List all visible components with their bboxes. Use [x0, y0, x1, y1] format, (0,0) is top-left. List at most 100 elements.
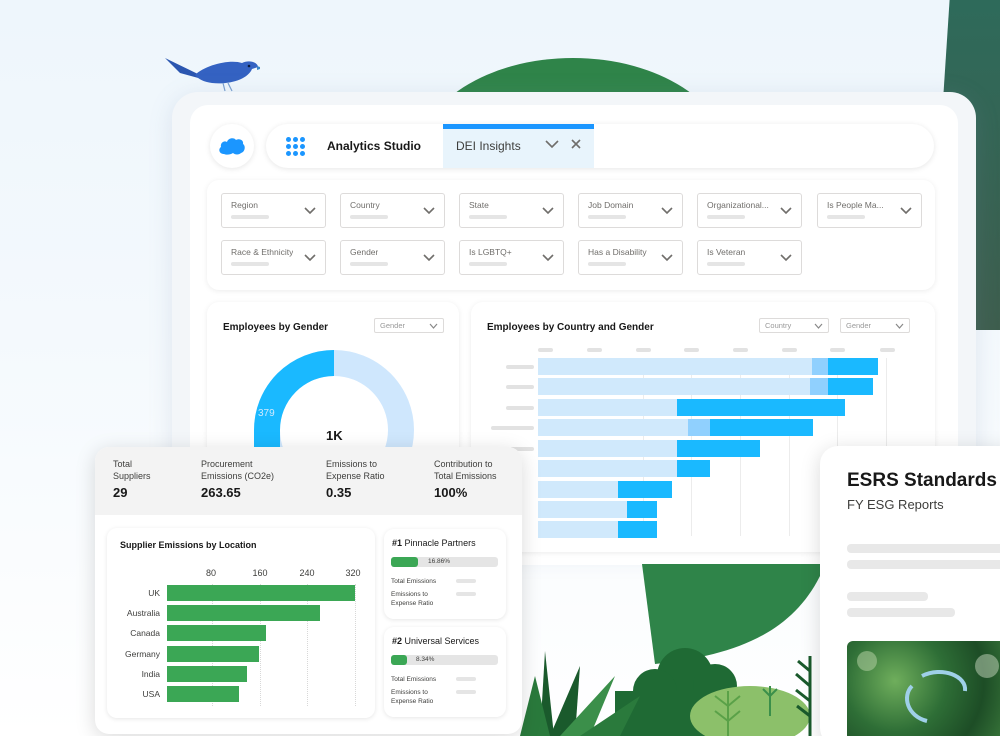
bar-segment[interactable] [688, 419, 710, 436]
bar-segment[interactable] [618, 481, 672, 498]
filter-state[interactable]: State [459, 193, 564, 228]
axis-tick-placeholder [636, 348, 651, 352]
bar-segment[interactable] [812, 358, 828, 375]
chevron-down-icon [661, 254, 673, 262]
filter-country[interactable]: Country [340, 193, 445, 228]
tab-label[interactable]: DEI Insights [456, 139, 521, 153]
location-bar[interactable] [167, 625, 266, 641]
axis-tick-placeholder [684, 348, 699, 352]
total-emissions-label: Total Emissions [391, 578, 437, 585]
chevron-down-icon [429, 323, 438, 329]
gender-select[interactable]: Gender [374, 318, 444, 333]
filter-value-placeholder [469, 262, 507, 266]
kpi-total-suppliers: Total Suppliers 29 [113, 458, 151, 500]
location-bar[interactable] [167, 686, 239, 702]
text-placeholder [847, 608, 955, 617]
country-select[interactable]: Country [759, 318, 829, 333]
row-label-placeholder [491, 426, 534, 430]
bar-segment[interactable] [538, 521, 618, 538]
share-percent: 16.86% [428, 558, 451, 565]
chevron-down-icon[interactable] [544, 137, 560, 151]
bar-segment[interactable] [677, 399, 845, 416]
app-title: Analytics Studio [327, 139, 422, 153]
filter-race-ethnicity[interactable]: Race & Ethnicity [221, 240, 326, 275]
filter-label: State [469, 200, 489, 210]
location-bar[interactable] [167, 605, 320, 621]
bar-segment[interactable] [618, 521, 657, 538]
kpi-value: 29 [113, 485, 128, 500]
filter-value-placeholder [588, 215, 626, 219]
filter-value-placeholder [350, 262, 388, 266]
filter-label: Is LGBTQ+ [469, 247, 512, 257]
location-bar[interactable] [167, 646, 259, 662]
kpi-procurement-emissions: Procurement Emissions (CO2e) 263.65 [201, 458, 274, 500]
bar-segment[interactable] [538, 440, 677, 457]
filter-is-people-manager[interactable]: Is People Ma... [817, 193, 922, 228]
chevron-down-icon [780, 254, 792, 262]
top-supplier-card-2[interactable]: #2 Universal Services 8.34% Total Emissi… [384, 627, 506, 717]
share-progress-fill [391, 655, 407, 665]
axis-tick-placeholder [830, 348, 845, 352]
gender-select[interactable]: Gender [840, 318, 910, 333]
location-bar[interactable] [167, 585, 355, 601]
kpi-label: Total Suppliers [113, 459, 151, 481]
filter-label: Gender [350, 247, 379, 257]
filter-value-placeholder [588, 262, 626, 266]
bar-segment[interactable] [677, 460, 710, 477]
kpi-value: 100% [434, 485, 468, 500]
filter-label: Race & Ethnicity [231, 247, 294, 257]
card-title: Employees by Gender [223, 322, 329, 333]
value-placeholder [456, 592, 476, 596]
filter-label: Has a Disability [588, 247, 647, 257]
bar-segment[interactable] [828, 378, 873, 395]
waffle-icon[interactable] [286, 137, 306, 157]
filter-value-placeholder [350, 215, 388, 219]
filter-value-placeholder [231, 262, 269, 266]
bar-segment[interactable] [810, 378, 828, 395]
filter-gender[interactable]: Gender [340, 240, 445, 275]
row-label-placeholder [506, 365, 534, 369]
bar-segment[interactable] [538, 419, 688, 436]
bar-segment[interactable] [627, 501, 657, 518]
kpi-label: Procurement Emissions (CO2e) [201, 459, 275, 481]
chevron-down-icon [542, 207, 554, 215]
filter-is-lgbtq[interactable]: Is LGBTQ+ [459, 240, 564, 275]
close-icon[interactable] [569, 137, 583, 151]
ratio-label: Emissions to Expense Ratio [391, 591, 434, 607]
grid-line [260, 584, 261, 706]
bar-segment[interactable] [710, 419, 813, 436]
location-label: USA [142, 689, 160, 699]
select-label: Gender [380, 321, 406, 330]
filter-region[interactable]: Region [221, 193, 326, 228]
bar-segment[interactable] [538, 460, 677, 477]
salesforce-logo[interactable] [210, 124, 254, 168]
app-header [266, 124, 934, 168]
salesforce-cloud-icon [219, 138, 245, 155]
bar-segment[interactable] [828, 358, 878, 375]
filter-is-veteran[interactable]: Is Veteran [697, 240, 802, 275]
axis-tick: 240 [299, 568, 315, 578]
filter-has-disability[interactable]: Has a Disability [578, 240, 683, 275]
bird-icon [165, 58, 260, 92]
filter-label: Job Domain [588, 200, 634, 210]
kpi-label: Contribution to Total Emissions [434, 459, 497, 481]
filter-job-domain[interactable]: Job Domain [578, 193, 683, 228]
kpi-strip [95, 447, 522, 515]
bar-segment[interactable] [538, 501, 627, 518]
kpi-contribution-total: Contribution to Total Emissions 100% [434, 458, 497, 500]
bar-segment[interactable] [677, 440, 760, 457]
tab-dei-insights[interactable] [443, 124, 594, 168]
chevron-down-icon [304, 254, 316, 262]
filter-label: Organizational... [707, 200, 769, 210]
bar-segment[interactable] [538, 481, 618, 498]
top-supplier-card-1[interactable]: #1 Pinnacle Partners 16.86% Total Emissi… [384, 529, 506, 619]
bar-segment[interactable] [538, 358, 812, 375]
filter-value-placeholder [469, 215, 507, 219]
card-title: Employees by Country and Gender [487, 322, 654, 333]
filter-label: Is People Ma... [827, 200, 884, 210]
bar-segment[interactable] [538, 378, 810, 395]
filter-organizational[interactable]: Organizational... [697, 193, 802, 228]
grid-line [212, 584, 213, 706]
location-bar[interactable] [167, 666, 247, 682]
bar-segment[interactable] [538, 399, 677, 416]
